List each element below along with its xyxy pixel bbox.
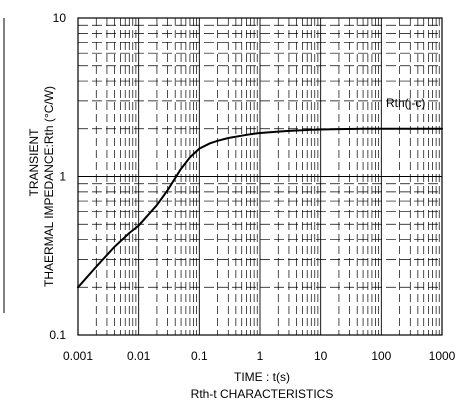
chart-series-layer [77,127,443,289]
x-tick-labels: 0.001 0.01 0.1 1 10 100 1000 [63,349,456,363]
y-tick-label: 1 [59,170,66,184]
x-tick-label: 1 [257,349,264,363]
x-tick-label: 0.001 [63,349,93,363]
x-tick-label: 0.01 [127,349,151,363]
y-tick-label: 0.1 [49,328,66,342]
y-tick-label: 10 [53,11,67,25]
chart-caption: Rth-t CHARACTERISTICS [191,387,334,401]
y-tick-labels: 0.1 1 10 [49,11,66,342]
x-axis-title: TIME : t(s) [234,370,290,384]
x-tick-label: 1000 [429,349,456,363]
x-tick-label: 0.1 [191,349,208,363]
x-tick-label: 10 [314,349,328,363]
series-label-rth-jc: Rth(j-c) [386,96,425,110]
plot-area-frame [77,17,443,336]
y-axis-title-line2: THAERMAL IMPEDANCE:Rth (°C/W) [42,86,56,287]
y-axis-title-line1: TRANSIENT [27,128,41,197]
x-tick-label: 100 [371,349,391,363]
series-line-rth-jc [77,127,443,289]
